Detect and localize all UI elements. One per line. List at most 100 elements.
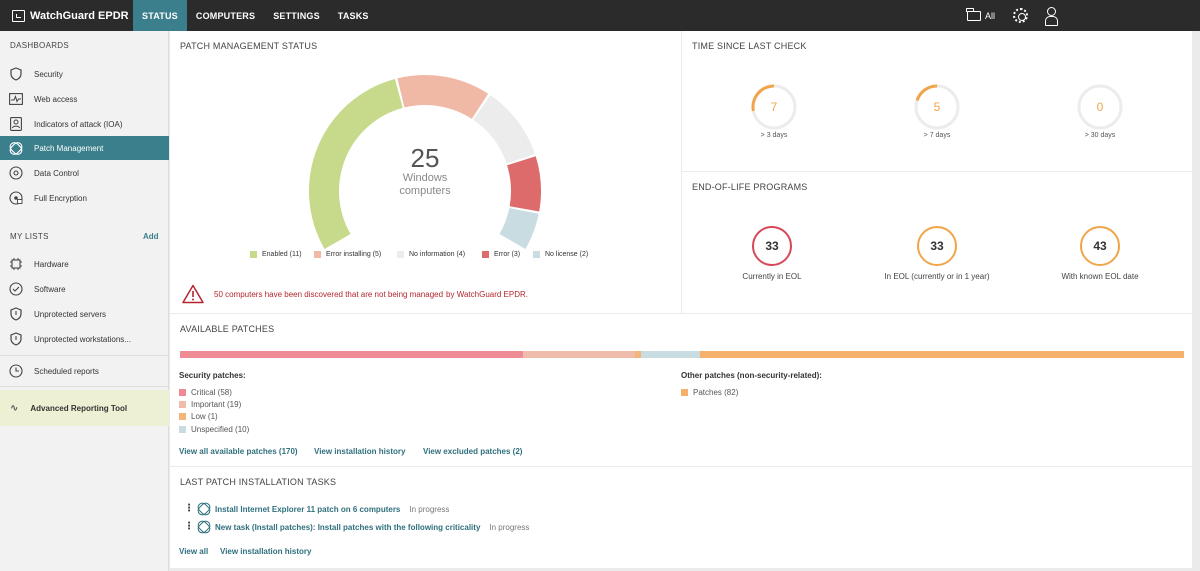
legend-label: No license (2) <box>545 251 589 258</box>
unmanaged-warning: 50 computers have been discovered that a… <box>182 284 528 304</box>
gauge-center: 25 Windows computers <box>345 144 505 198</box>
patches-bar-segment <box>699 351 1184 358</box>
total-computers: 25 <box>410 143 440 173</box>
pulse-icon <box>9 92 23 106</box>
legend-no-license[interactable]: No license (2) <box>533 251 588 258</box>
view-all-patches-link[interactable]: View all available patches (170) <box>179 447 298 456</box>
eol-caption: Currently in EOL <box>742 272 802 281</box>
sidebar-item-unprotected-servers[interactable]: Unprotected servers <box>0 302 169 326</box>
person-badge-icon <box>9 117 23 131</box>
gauge-segment-error-installing[interactable] <box>397 75 489 119</box>
gear-icon[interactable] <box>1013 8 1028 23</box>
legend-swatch <box>314 251 321 258</box>
eol-caption: With known EOL date <box>1061 272 1139 281</box>
patches-bar-segment <box>640 351 700 358</box>
eol-count: 43 <box>1080 226 1120 266</box>
patch-other: Patches (82) <box>681 388 738 397</box>
check-over-3-days[interactable]: 7 > 3 days <box>714 84 834 139</box>
sidebar-item-label: Security <box>34 69 63 79</box>
eol-programs-panel: END-OF-LIFE PROGRAMS 33 Currently in EOL… <box>682 172 1192 313</box>
eol-caption: In EOL (currently or in 1 year) <box>884 272 990 281</box>
eol-count: 33 <box>752 226 792 266</box>
sidebar-item-label: Data Control <box>34 168 79 178</box>
nav-settings[interactable]: SETTINGS <box>273 10 320 21</box>
add-list-button[interactable]: Add <box>143 232 159 241</box>
patch-label: Unspecified (10) <box>191 425 250 434</box>
brand[interactable]: WatchGuard EPDR <box>0 0 133 31</box>
watchguard-link[interactable]: by WatchGuard EPDR. <box>446 289 528 299</box>
sidebar-item-software[interactable]: Software <box>0 277 169 301</box>
gauge-segment-no-license[interactable] <box>499 207 539 249</box>
shield-icon <box>9 332 23 346</box>
sidebar-item-full-encryption[interactable]: Full Encryption <box>0 186 169 210</box>
check-caption: > 30 days <box>1084 132 1116 139</box>
sidebar-item-label: Full Encryption <box>34 193 87 203</box>
legend-error-installing[interactable]: Error installing (5) <box>314 251 381 258</box>
eol-known-date[interactable]: 43 With known EOL date <box>1040 226 1160 281</box>
disc-icon <box>9 166 23 180</box>
available-patches-title: AVAILABLE PATCHES <box>180 324 275 334</box>
legend-error[interactable]: Error (3) <box>482 251 520 258</box>
task-status: In progress <box>409 504 450 514</box>
sidebar-item-security[interactable]: Security <box>0 62 169 86</box>
nav-tasks[interactable]: TASKS <box>337 10 369 21</box>
nav-computers[interactable]: COMPUTERS <box>195 10 256 21</box>
status-gauge <box>309 75 541 249</box>
sidebar-item-scheduled-reports[interactable]: Scheduled reports <box>0 359 169 383</box>
clock-icon <box>9 364 23 378</box>
view-task-history-link[interactable]: View installation history <box>220 547 312 556</box>
task-name-link[interactable]: Install Internet Explorer 11 patch on 6 … <box>215 504 401 514</box>
patch-icon <box>197 502 211 516</box>
legend-no-information[interactable]: No information (4) <box>397 251 465 258</box>
sidebar: DASHBOARDS Security Web access Indicator… <box>0 31 169 571</box>
sidebar-item-hardware[interactable]: Hardware <box>0 252 169 276</box>
legend-swatch <box>179 389 186 396</box>
gauge-segment-enabled[interactable] <box>309 78 403 249</box>
total-label-line2: computers <box>399 185 451 197</box>
folder-icon[interactable] <box>966 7 981 21</box>
other-patches-heading: Other patches (non-security-related): <box>681 371 822 380</box>
legend-enabled[interactable]: Enabled (11) <box>250 251 302 258</box>
kebab-menu-icon[interactable]: ⋮ <box>184 521 194 532</box>
eol-currently[interactable]: 33 Currently in EOL <box>712 226 832 281</box>
check-over-30-days[interactable]: 0 > 30 days <box>1040 84 1160 139</box>
legend-swatch <box>397 251 404 258</box>
sidebar-item-patch-management[interactable]: Patch Management <box>0 136 169 160</box>
kebab-menu-icon[interactable]: ⋮ <box>184 503 194 514</box>
ring-progress <box>914 84 960 130</box>
check-over-7-days[interactable]: 5 > 7 days <box>877 84 997 139</box>
sidebar-item-label: Unprotected workstations... <box>34 334 131 344</box>
my-lists-heading: MY LISTS <box>10 232 49 241</box>
sidebar-divider <box>0 386 169 387</box>
sidebar-item-label: Scheduled reports <box>34 366 99 376</box>
sidebar-item-ioa[interactable]: Indicators of attack (IOA) <box>0 112 169 136</box>
task-row: ⋮ Install Internet Explorer 11 patch on … <box>184 502 449 516</box>
patch-label: Critical (58) <box>191 388 232 397</box>
sidebar-item-web-access[interactable]: Web access <box>0 87 169 111</box>
view-all-tasks-link[interactable]: View all <box>179 547 209 556</box>
gauge-segment-no-information[interactable] <box>473 95 535 164</box>
eol-within-year[interactable]: 33 In EOL (currently or in 1 year) <box>877 226 997 281</box>
view-excluded-patches-link[interactable]: View excluded patches (2) <box>423 447 523 456</box>
task-name-link[interactable]: New task (Install patches): Install patc… <box>215 522 481 532</box>
patch-icon <box>197 520 211 534</box>
patches-bar-segment <box>522 351 635 358</box>
nav-status[interactable]: STATUS <box>133 0 187 31</box>
patch-important: Important (19) <box>179 400 241 409</box>
user-icon[interactable] <box>1044 6 1058 26</box>
ring-gauge: 0 <box>1077 84 1123 130</box>
view-installation-history-link[interactable]: View installation history <box>314 447 406 456</box>
available-patches-panel: AVAILABLE PATCHES Security patches: Crit… <box>170 314 1192 466</box>
sidebar-item-data-control[interactable]: Data Control <box>0 161 169 185</box>
filter-all[interactable]: All <box>984 10 995 21</box>
gauge-segment-error[interactable] <box>507 156 541 212</box>
check-count: 7 <box>770 100 778 114</box>
patches-bar-segment <box>180 351 523 358</box>
advanced-reporting-tool[interactable]: ∿ Advanced Reporting Tool <box>0 390 169 426</box>
legend-swatch <box>179 401 186 408</box>
ring-gauge: 5 <box>914 84 960 130</box>
shield-icon <box>9 307 23 321</box>
sidebar-item-unprotected-workstations[interactable]: Unprotected workstations... <box>0 327 169 351</box>
patch-icon <box>9 141 23 155</box>
sidebar-item-label: Indicators of attack (IOA) <box>34 119 123 129</box>
